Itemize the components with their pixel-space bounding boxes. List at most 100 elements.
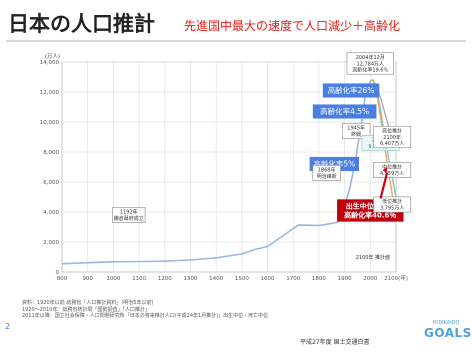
series-point-projection-low (385, 152, 387, 155)
annotation-text: 高齢化率40.6％ (344, 210, 396, 219)
source-note-line: 資料：1920年以前 総務省「人口推計資料」(明治5年以前) (22, 300, 154, 306)
annotation-text: 高齢化率19.6% (352, 67, 388, 74)
series-point-historical (337, 221, 339, 223)
page-title: 日本の人口推計 (8, 12, 155, 36)
series-point-historical (369, 81, 371, 83)
series-point-historical (87, 262, 89, 264)
series-point-projection-high (385, 115, 387, 117)
annotation-box (346, 52, 394, 75)
series-point-historical (292, 227, 294, 230)
series-point-historical (370, 79, 372, 81)
series-point-projection-middle (387, 155, 389, 158)
y-tick-label: 2,000 (43, 240, 59, 246)
annotation-text: 終戦 (351, 131, 361, 138)
annotation-text: 4,959万人 (380, 171, 404, 177)
series-point-historical (318, 224, 320, 227)
series-point-projection-low (372, 79, 374, 81)
series-point-historical (279, 236, 281, 239)
red-arrow-head (382, 167, 388, 173)
annotation-text: 1945年 (347, 125, 365, 132)
series-point-projection-middle (392, 182, 395, 185)
annotation-text: 2100年 推計値 (356, 254, 390, 261)
annotation-aging-26: 高齢化率26% (322, 83, 380, 98)
y-tick-label: 8,000 (43, 150, 59, 156)
series-point-historical (349, 187, 351, 189)
series-point-projection-low (379, 116, 382, 119)
y-tick-label: 14,000 (40, 60, 60, 66)
series-point-projection-middle (379, 109, 382, 111)
series-point-projection-low (377, 100, 379, 102)
series-point-historical (254, 248, 256, 251)
series-point-historical (138, 260, 140, 263)
source-note: 資料：1920年以前 総務省「人口推計資料」(明治5年以前) 1920～2010… (22, 300, 422, 320)
annotation-box (312, 165, 341, 181)
chart-axes: 0 2,000 4,000 6,000 8,000 10,000 12,000 14,000 8… (40, 53, 408, 282)
source-note-line: 2011年以降：国立社会保障・人口問題研究所「日本の将来推計人口(平成24年1月… (22, 313, 269, 319)
annotation-text: 2004年12月 (356, 54, 385, 61)
x-tick-label: 1600 (261, 276, 275, 282)
annotation-box (373, 125, 412, 149)
series-point-projection-high (387, 124, 389, 126)
series-point-historical (61, 263, 63, 265)
source-note-line: 1920～2010年：総務省統計局「国勢調査」「人口推計」 (22, 306, 150, 313)
annotation-box (373, 162, 412, 178)
annotation-text: 高位推計 (382, 128, 402, 135)
x-tick-label: 1500 (235, 276, 249, 282)
annotation-text: 明治維新 (317, 173, 337, 180)
series-point-projection-high (379, 97, 382, 99)
y-tick-label: 4,000 (43, 210, 59, 216)
goals-logo: HOKKAIDO GOALS (424, 320, 472, 350)
x-tick-label: 1100 (132, 276, 146, 282)
x-tick-label: 2000 (363, 276, 377, 282)
annotation-text: 出生中位推計で (346, 202, 395, 211)
series-point-historical (266, 245, 269, 248)
annotation-text: 低位推計 (382, 198, 402, 205)
annotation-text: 中位推計 (382, 164, 402, 171)
x-tick-label: 1900 (338, 276, 352, 282)
annotation-text: 3,795万人 (380, 205, 404, 211)
series-point-historical (241, 253, 243, 255)
annotation-text: 6,407万人 (380, 141, 404, 147)
goals-logo-small: HOKKAIDO (432, 320, 460, 326)
annotation-aging-45: 高齢化率4.5% (312, 104, 377, 119)
x-tick-label: 800 (57, 276, 68, 282)
annotation-box (322, 83, 380, 98)
x-tick-label: 1300 (183, 276, 197, 282)
annotation-text: 12,784万人 (357, 61, 385, 67)
series-point-historical (330, 222, 332, 225)
x-tick-label: 1400 (209, 276, 223, 282)
series-point-historical (164, 260, 166, 262)
annotation-bottom-note: 2100年 推計値 (356, 254, 390, 261)
chart-grid (61, 61, 397, 273)
x-tick-label: 2100(年) (384, 274, 408, 282)
series-point-historical (298, 224, 300, 226)
series-point-projection-low (390, 185, 392, 188)
page-number: 2 (5, 322, 11, 331)
series-point-historical (189, 259, 192, 261)
annotation-text: 鎌倉幕府成立 (114, 215, 144, 222)
x-tick-label: 1700 (286, 276, 300, 282)
annotation-text: 2100年 (383, 134, 401, 141)
series-point-historical (356, 146, 359, 148)
footer-org: 平成27年度 国土交通白書 (300, 339, 370, 346)
annotation-box (312, 104, 377, 119)
x-tick-label: 900 (82, 276, 93, 282)
goals-logo-word: GOALS (424, 326, 472, 340)
y-axis-label: (万人) (45, 53, 60, 60)
title-divider (6, 40, 466, 42)
page-subtitle: 先進国中最大の速度で人口減少＋高齢化 (184, 19, 401, 33)
annotation-text: 1868年 (318, 167, 336, 174)
series-point-historical (112, 261, 114, 263)
y-tick-label: 6,000 (43, 180, 59, 186)
annotation-text: 高齢化率26% (328, 85, 375, 95)
annotation-text: 高齢化率5% (313, 159, 355, 169)
